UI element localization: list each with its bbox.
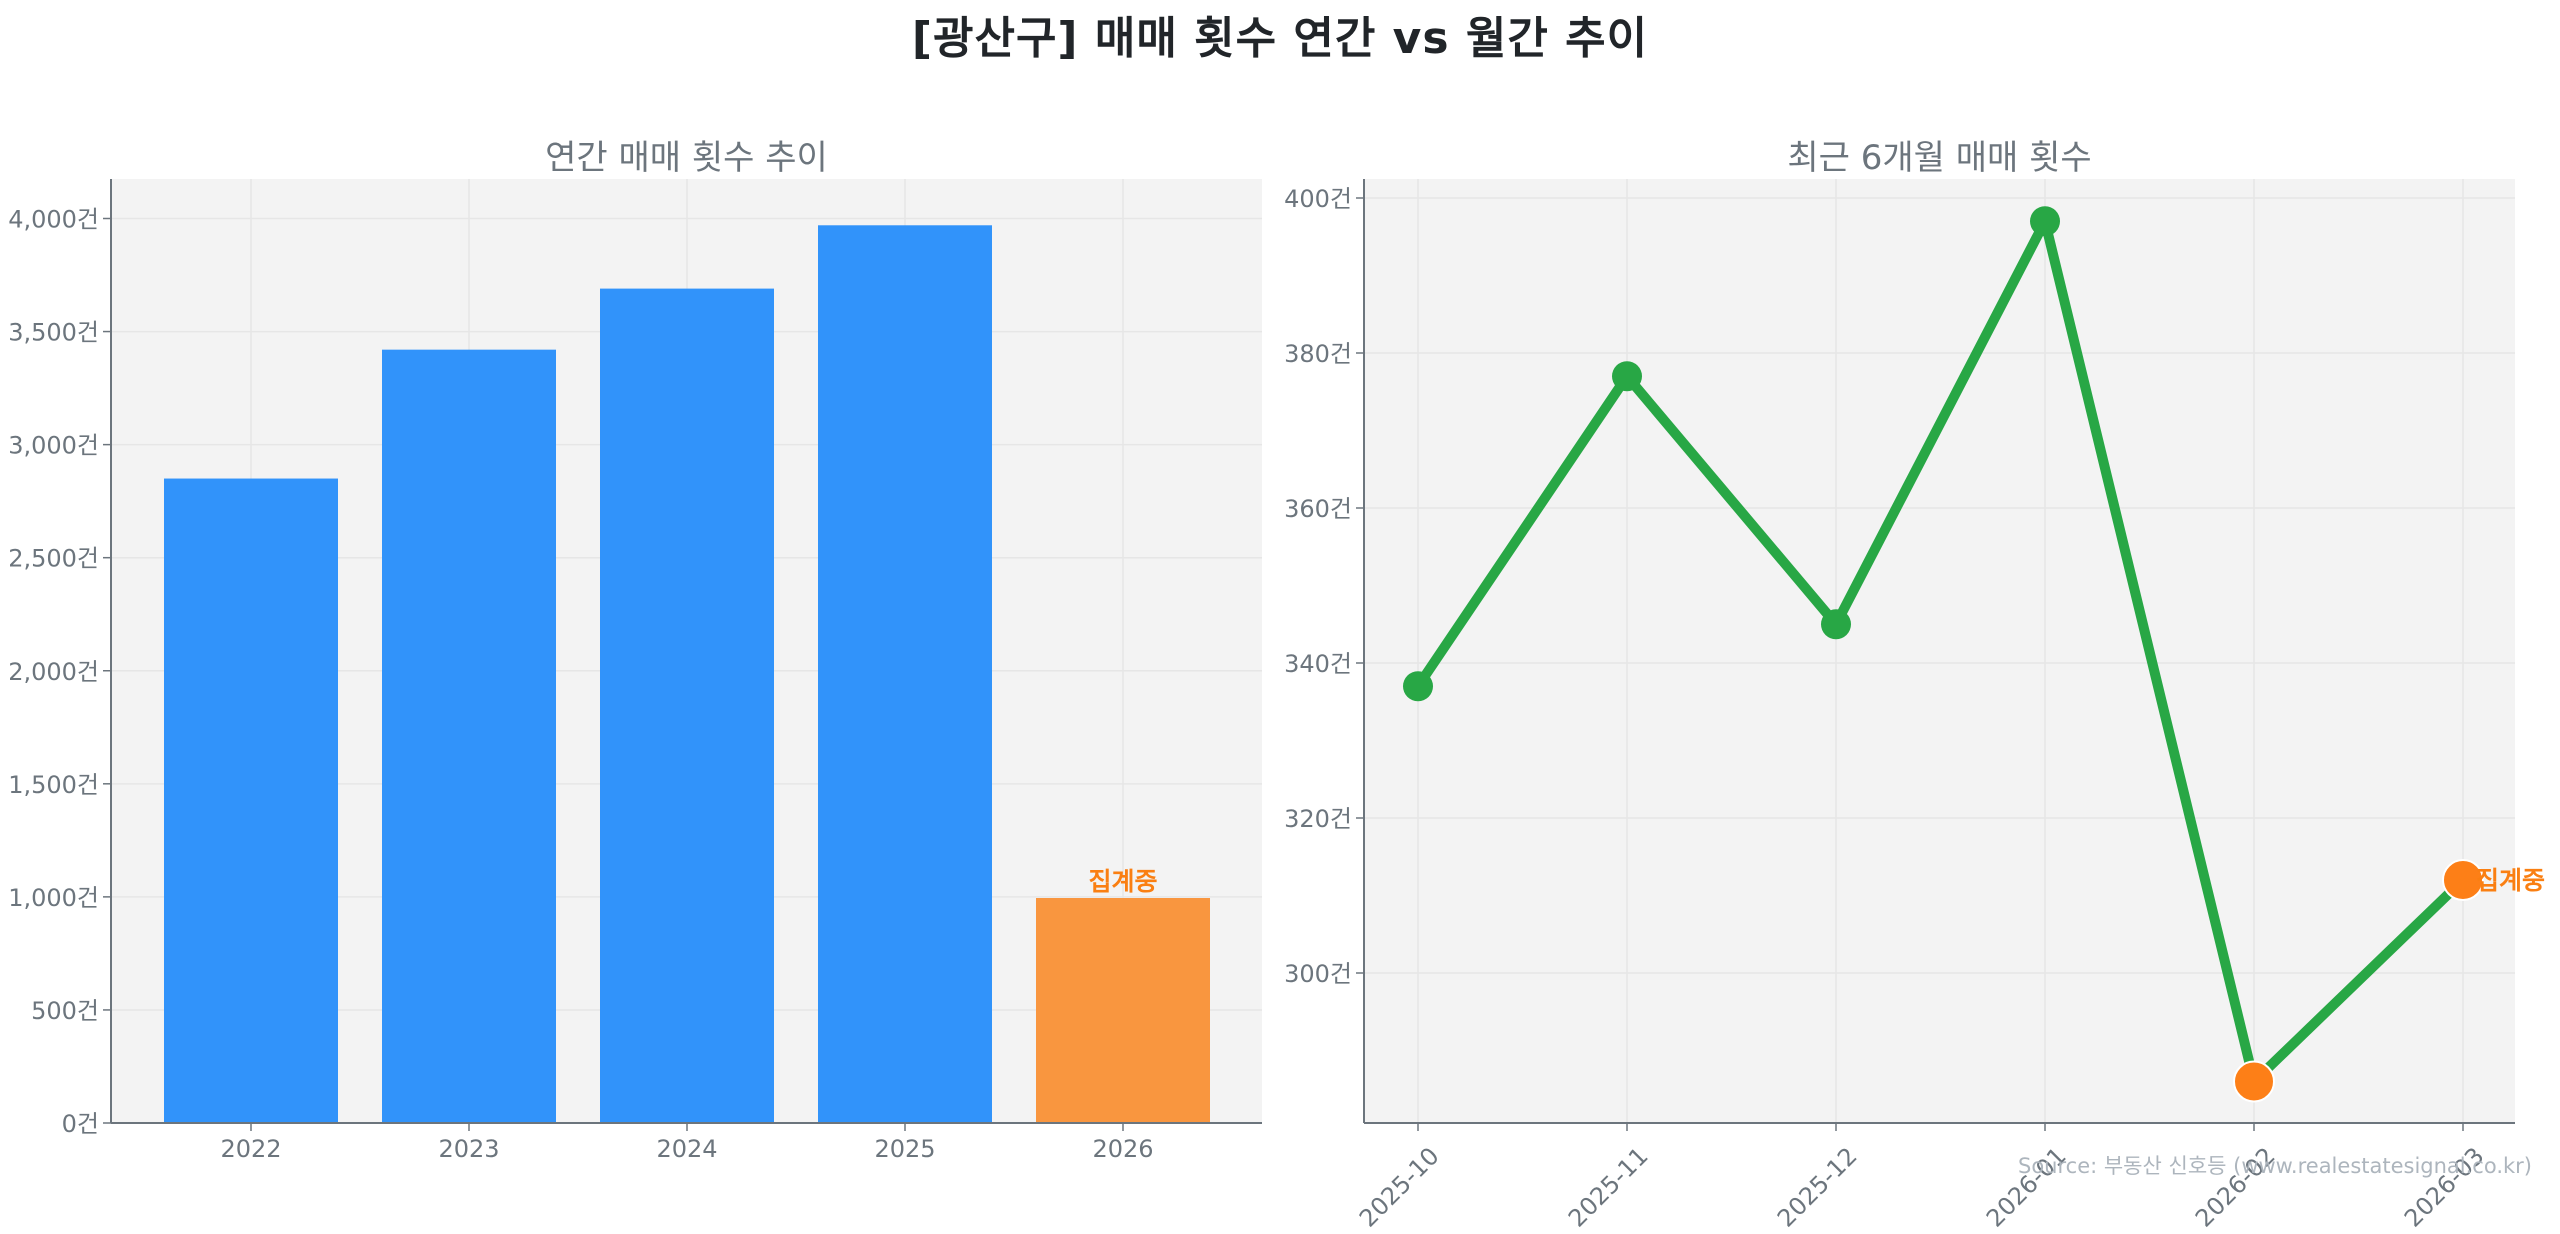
y-tick-label: 400건 xyxy=(1284,185,1352,213)
bar xyxy=(600,288,774,1123)
partial-label: 집계중 xyxy=(2476,866,2545,895)
x-tick-label: 2025-10 xyxy=(1354,1142,1445,1233)
data-point xyxy=(1612,361,1642,392)
annual-chart-title: 연간 매매 횟수 추이 xyxy=(545,138,828,178)
bar xyxy=(382,349,556,1124)
data-point xyxy=(1403,671,1433,702)
bar xyxy=(164,478,338,1123)
y-tick-label: 1,500건 xyxy=(8,771,99,799)
plot-area xyxy=(1364,179,2515,1123)
y-tick-label: 380건 xyxy=(1284,340,1352,368)
data-point xyxy=(2030,206,2060,237)
data-point-partial xyxy=(2442,859,2484,901)
y-tick-label: 300건 xyxy=(1284,960,1352,988)
y-tick-label: 340건 xyxy=(1284,650,1352,678)
y-tick-label: 500건 xyxy=(31,997,99,1025)
x-tick-label: 2025 xyxy=(874,1135,935,1163)
figure-title: [광산구] 매매 횟수 연간 vs 월간 추이 xyxy=(911,13,1649,64)
y-tick-label: 3,000건 xyxy=(8,432,99,460)
bar-partial xyxy=(1036,898,1210,1123)
data-point-partial xyxy=(2233,1060,2275,1103)
y-tick-label: 2,000건 xyxy=(8,658,99,686)
source-note: Source: 부동산 신호등 (www.realestatesignal.co… xyxy=(2017,1154,2532,1178)
y-tick-label: 3,500건 xyxy=(8,319,99,347)
trend-line xyxy=(1413,216,2467,1087)
data-point xyxy=(1821,609,1851,640)
y-tick-label: 0건 xyxy=(62,1110,99,1138)
y-tick-label: 4,000건 xyxy=(8,206,99,234)
x-tick-label: 2023 xyxy=(438,1135,499,1163)
x-tick-label: 2022 xyxy=(220,1135,281,1163)
annual-bar-chart: 0건 500건 1,000건 1,500건 2,000건 2,500건 3,000건 3,50… xyxy=(8,179,1262,1163)
x-tick-label: 2026 xyxy=(1092,1135,1153,1163)
y-tick-label: 320건 xyxy=(1284,805,1352,833)
y-tick-label: 1,000건 xyxy=(8,884,99,912)
partial-label: 집계중 xyxy=(1088,867,1157,896)
x-tick-label: 2025-12 xyxy=(1772,1142,1863,1233)
monthly-chart-title: 최근 6개월 매매 횟수 xyxy=(1787,138,2092,178)
bar xyxy=(818,225,992,1123)
y-tick-label: 2,500건 xyxy=(8,545,99,573)
x-tick-label: 2024 xyxy=(656,1135,717,1163)
x-tick-label: 2025-11 xyxy=(1563,1142,1654,1233)
y-tick-label: 360건 xyxy=(1284,495,1352,523)
